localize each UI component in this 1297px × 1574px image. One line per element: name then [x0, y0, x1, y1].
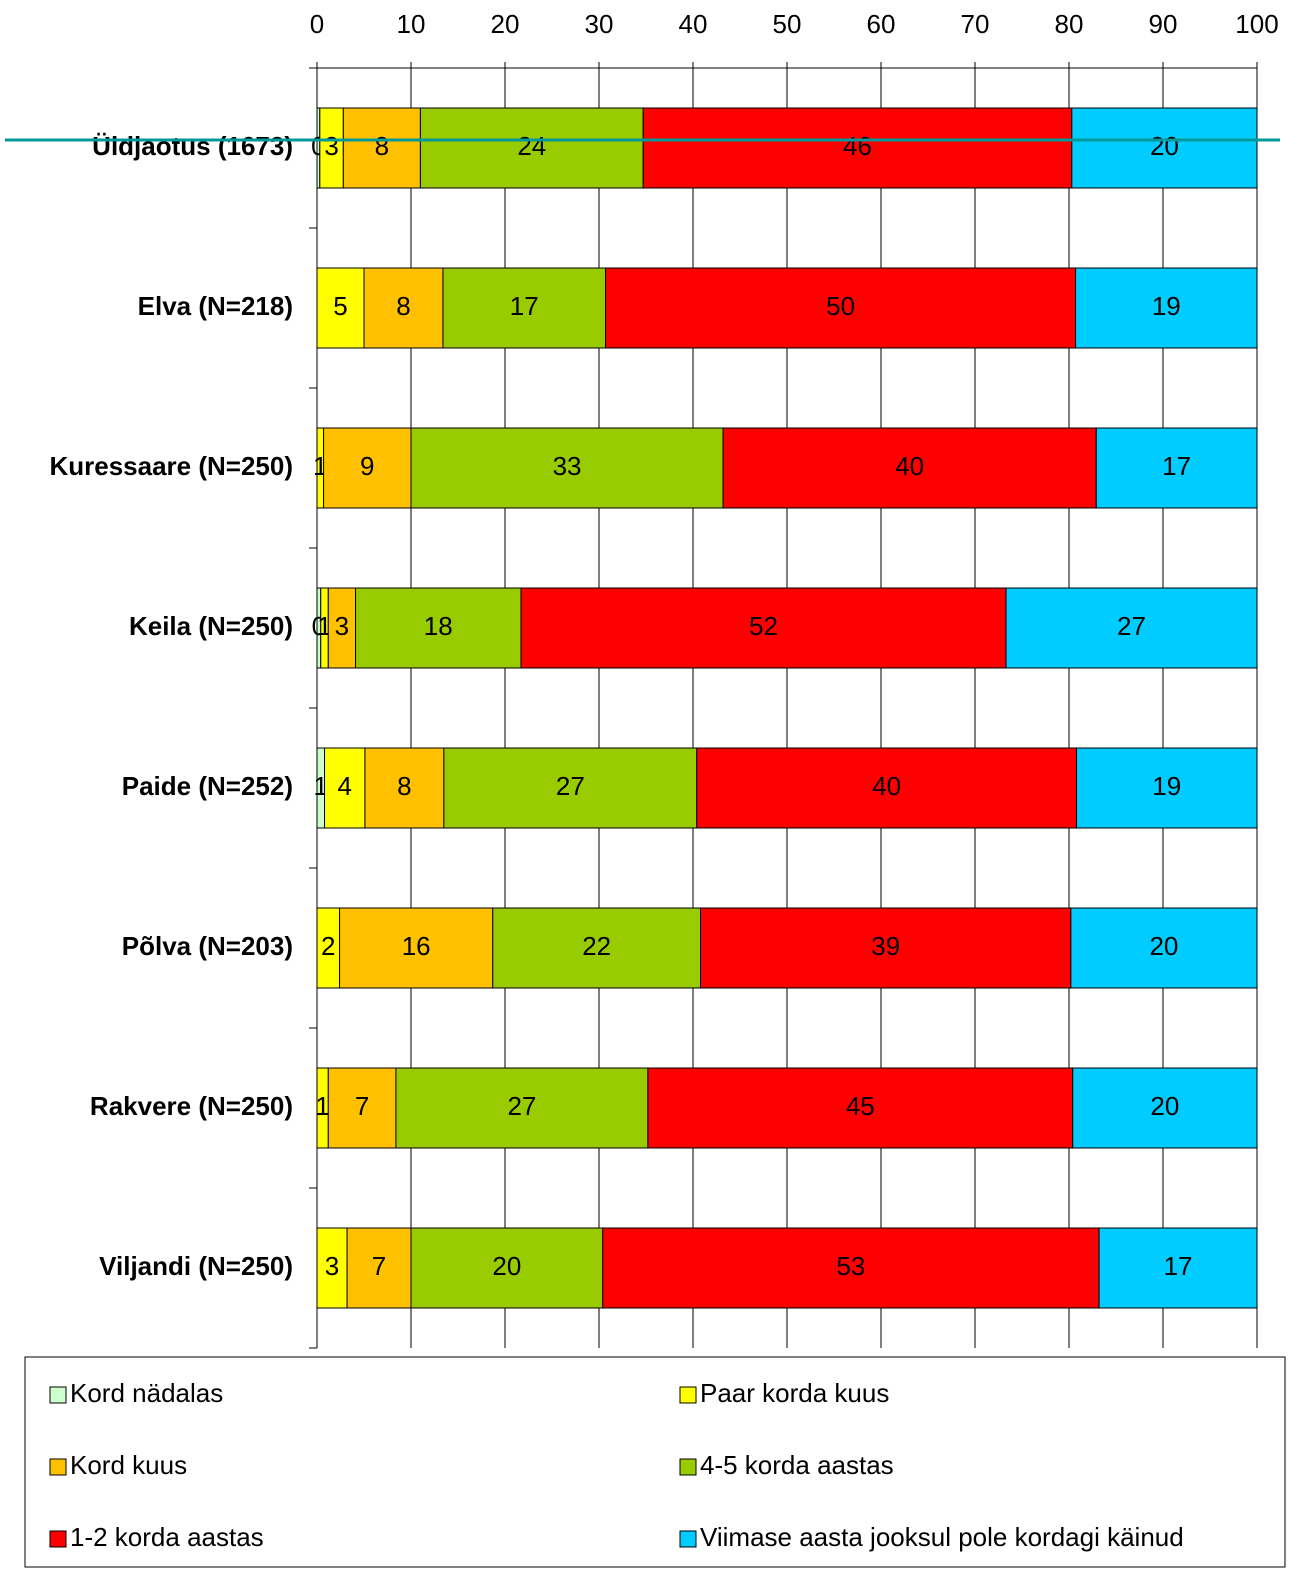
data-label: 39 — [871, 931, 900, 961]
data-label: 8 — [396, 291, 410, 321]
data-label: 20 — [1150, 1091, 1179, 1121]
bar-segment — [410, 1227, 604, 1309]
data-label: 5 — [333, 291, 347, 321]
data-label: 20 — [1149, 931, 1178, 961]
bar-segment — [520, 587, 1007, 669]
data-label: 20 — [1150, 131, 1179, 161]
legend-swatch — [49, 1458, 67, 1476]
legend-swatch — [49, 1386, 67, 1404]
x-tick-label: 70 — [961, 9, 990, 39]
legend-label: 1-2 korda aastas — [70, 1522, 264, 1552]
data-label: 19 — [1152, 771, 1181, 801]
legend-label: Viimase aasta jooksul pole kordagi käinu… — [700, 1522, 1184, 1552]
x-tick-label: 100 — [1235, 9, 1278, 39]
y-tick-label: Viljandi (N=250) — [99, 1251, 293, 1281]
data-label: 1 — [315, 1091, 329, 1121]
legend-label: Kord kuus — [70, 1450, 187, 1480]
data-label: 27 — [507, 1091, 536, 1121]
bar-segment — [722, 427, 1097, 509]
bar-segment — [642, 107, 1073, 189]
data-label: 27 — [1117, 611, 1146, 641]
bar-segment — [1098, 1227, 1258, 1309]
bar-segment — [605, 267, 1077, 349]
y-tick-label: Kuressaare (N=250) — [49, 451, 293, 481]
data-label: 24 — [517, 131, 546, 161]
bar-segment — [602, 1227, 1100, 1309]
bar-segment — [339, 907, 494, 989]
data-label: 50 — [826, 291, 855, 321]
bar-segment — [419, 107, 644, 189]
data-label: 7 — [372, 1251, 386, 1281]
bar-segment — [316, 267, 365, 349]
data-label: 3 — [325, 1251, 339, 1281]
data-label: 2 — [321, 931, 335, 961]
legend-swatch — [679, 1386, 697, 1404]
data-label: 17 — [1164, 1251, 1193, 1281]
y-tick-label: Rakvere (N=250) — [90, 1091, 293, 1121]
bar-segment — [363, 267, 444, 349]
y-tick-label: Paide (N=252) — [122, 771, 293, 801]
bar-segment — [355, 587, 522, 669]
data-label: 3 — [335, 611, 349, 641]
data-label: 19 — [1152, 291, 1181, 321]
data-label: 17 — [1162, 451, 1191, 481]
y-tick-label: Elva (N=218) — [138, 291, 293, 321]
data-label: 7 — [355, 1091, 369, 1121]
x-tick-label: 90 — [1149, 9, 1178, 39]
data-label: 45 — [846, 1091, 875, 1121]
legend-label: Kord nädalas — [70, 1378, 223, 1408]
data-label: 40 — [895, 451, 924, 481]
data-label: 16 — [402, 931, 431, 961]
legend-swatch — [679, 1530, 697, 1548]
x-tick-label: 60 — [867, 9, 896, 39]
bar-segment — [1070, 907, 1258, 989]
bar-segment — [1071, 107, 1258, 189]
x-tick-label: 20 — [491, 9, 520, 39]
x-tick-label: 80 — [1055, 9, 1084, 39]
y-tick-label: Üldjaotus (1673) — [92, 131, 293, 161]
data-label: 8 — [375, 131, 389, 161]
y-tick-label: Põlva (N=203) — [122, 931, 293, 961]
x-tick-label: 10 — [397, 9, 426, 39]
data-label: 52 — [749, 611, 778, 641]
x-tick-label: 30 — [585, 9, 614, 39]
data-label: 17 — [510, 291, 539, 321]
data-label: 20 — [492, 1251, 521, 1281]
data-label: 4 — [337, 771, 351, 801]
bar-segment — [1075, 267, 1258, 349]
bar-segment — [1095, 427, 1258, 509]
data-label: 3 — [324, 131, 338, 161]
data-label: 46 — [843, 131, 872, 161]
data-label: 27 — [556, 771, 585, 801]
bar-segment — [442, 267, 607, 349]
bar-segment — [1072, 1067, 1258, 1149]
bar-segment — [700, 907, 1072, 989]
bar-segment — [323, 427, 412, 509]
x-tick-label: 0 — [310, 9, 324, 39]
legend-box — [24, 1356, 1286, 1568]
x-tick-label: 40 — [679, 9, 708, 39]
bar-segment — [324, 747, 366, 829]
data-label: 18 — [424, 611, 453, 641]
bar-segment — [342, 107, 421, 189]
bar-segment — [1005, 587, 1258, 669]
data-label: 22 — [582, 931, 611, 961]
legend-swatch — [49, 1530, 67, 1548]
bar-segment — [1076, 747, 1258, 829]
x-tick-label: 50 — [773, 9, 802, 39]
bar-segment — [410, 427, 724, 509]
data-label: 33 — [553, 451, 582, 481]
data-label: 8 — [397, 771, 411, 801]
data-label: 53 — [836, 1251, 865, 1281]
y-tick-label: Keila (N=250) — [129, 611, 293, 641]
bar-segment — [443, 747, 698, 829]
data-label: 9 — [360, 451, 374, 481]
data-label: 40 — [872, 771, 901, 801]
legend-swatch — [679, 1458, 697, 1476]
legend-label: Paar korda kuus — [700, 1378, 889, 1408]
legend-label: 4-5 korda aastas — [700, 1450, 894, 1480]
